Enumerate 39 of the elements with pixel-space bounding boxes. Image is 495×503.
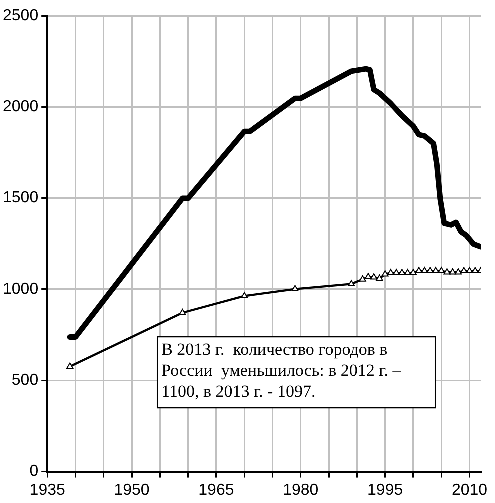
point: [359, 276, 366, 282]
point: [398, 269, 406, 276]
point: [416, 267, 423, 274]
point: [376, 274, 384, 281]
point: [66, 362, 74, 370]
point: [348, 280, 356, 286]
x-tick-label: 1965: [198, 482, 234, 499]
point: [382, 270, 389, 277]
point: [449, 268, 456, 275]
x-tick-label: 2010: [452, 482, 488, 499]
point: [364, 273, 372, 280]
y-tick-label: 0: [30, 463, 39, 480]
y-tick-label: 2000: [3, 98, 39, 116]
point: [370, 273, 378, 280]
y-tick-label: 2500: [3, 7, 39, 24]
point: [438, 267, 446, 274]
point: [387, 269, 394, 276]
point: [454, 268, 462, 275]
x-tick-label: 1980: [283, 482, 319, 499]
point: [393, 269, 400, 276]
point: [241, 292, 248, 298]
y-tick-label: 1500: [3, 190, 39, 207]
point: [426, 267, 434, 274]
point: [466, 267, 474, 274]
point: [292, 285, 299, 292]
point: [404, 269, 412, 276]
annotation: В 2013 г. количество городов в России уменьшилось: в 2012 г. – 1100, в 2013 г. - 1097.: [162, 340, 402, 401]
x-tick-label: 1995: [368, 482, 404, 499]
point: [460, 267, 468, 274]
point: [472, 267, 479, 274]
point: [421, 267, 428, 274]
point: [444, 268, 451, 275]
point: [432, 267, 440, 274]
y-tick-label: 1000: [3, 280, 39, 298]
point: [410, 269, 417, 276]
y-tick-label: 500: [12, 372, 39, 390]
x-tick-label: 1950: [114, 482, 150, 499]
x-tick-label: 1935: [30, 482, 66, 499]
point: [179, 309, 186, 316]
